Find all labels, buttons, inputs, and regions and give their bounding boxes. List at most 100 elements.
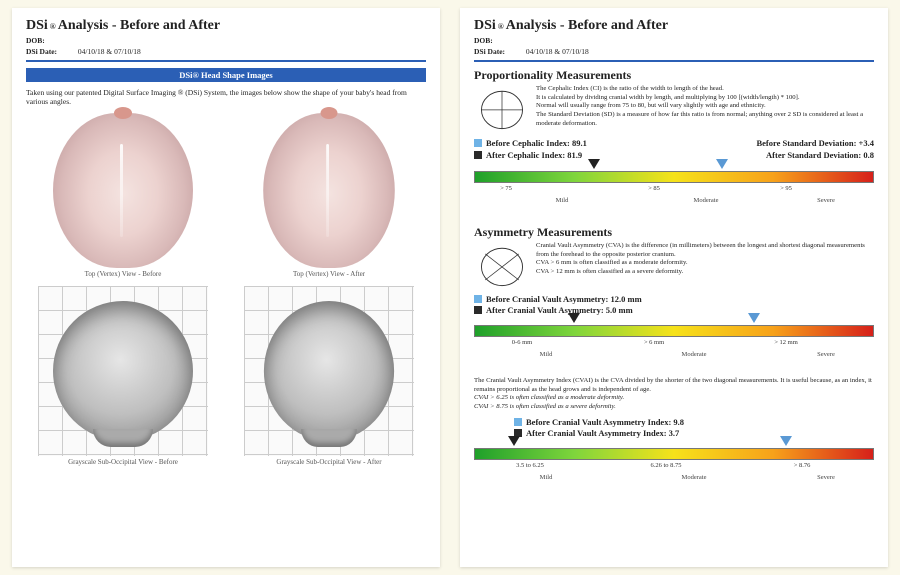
scale-zone-label: Mild	[540, 474, 553, 481]
section-band: DSi® Head Shape Images	[26, 68, 426, 82]
cvai-before: Before Cranial Vault Asymmetry Index: 9.…	[526, 417, 684, 427]
before-swatch-icon	[474, 295, 482, 303]
asym-desc3: CVA > 12 mm is often classified as a sev…	[536, 268, 874, 277]
before-swatch-icon	[474, 139, 482, 147]
scale-zone-label: Moderate	[682, 474, 707, 481]
title-row: DSi ® Analysis - Before and After	[26, 18, 426, 34]
scale-zone-label: Moderate	[682, 351, 707, 358]
meta-date: DSi Date: 04/10/18 & 07/10/18	[474, 47, 874, 56]
asym-after: After Cranial Vault Asymmetry: 5.0 mm	[486, 305, 633, 315]
date-value: 04/10/18 & 07/10/18	[526, 47, 589, 56]
after-arrow-icon	[588, 159, 600, 169]
asym-desc: Cranial Vault Asymmetry (CVA) is the dif…	[536, 242, 874, 290]
image-cell-tl: Top (Vertex) View - Before	[26, 113, 220, 278]
cvai-desc2: CVAI > 6.25 is often classified as a mod…	[474, 394, 874, 403]
occipital-after-icon	[264, 301, 394, 441]
scale-tick: 0-6 mm	[512, 339, 532, 346]
after-arrow-icon	[508, 436, 520, 446]
grid-bg	[244, 286, 414, 456]
gradient-bar	[474, 325, 874, 337]
meta-date: DSi Date: 04/10/18 & 07/10/18	[26, 47, 426, 56]
intro-text: Taken using our patented Digital Surface…	[26, 88, 426, 107]
title-row: DSi ® Analysis - Before and After	[474, 18, 874, 34]
prop-desc3: Normal will usually range from 75 to 80,…	[536, 102, 874, 111]
divider	[26, 60, 426, 62]
head-diag-diagram-icon	[474, 242, 530, 290]
vertex-before-icon	[53, 113, 193, 268]
asym-desc-block: Cranial Vault Asymmetry (CVA) is the dif…	[474, 242, 874, 290]
title-sup: ®	[498, 22, 504, 31]
scale-tick: 6.26 to 8.75	[650, 462, 681, 469]
caption-tr: Top (Vertex) View - After	[232, 270, 426, 278]
after-arrow-icon	[568, 313, 580, 323]
prop-desc-block: The Cephalic Index (CI) is the ratio of …	[474, 85, 874, 133]
scale-zone-label: Mild	[540, 351, 553, 358]
page-right: DSi ® Analysis - Before and After DOB: D…	[460, 8, 888, 567]
after-sd: After Standard Deviation: 0.8	[766, 150, 874, 160]
image-cell-tr: Top (Vertex) View - After	[232, 113, 426, 278]
scale-tick: 3.5 to 6.25	[516, 462, 544, 469]
before-arrow-icon	[748, 313, 760, 323]
cvai-before-row: Before Cranial Vault Asymmetry Index: 9.…	[514, 417, 874, 427]
occipital-before-icon	[53, 301, 193, 441]
caption-tl: Top (Vertex) View - Before	[26, 270, 220, 278]
prop-desc: The Cephalic Index (CI) is the ratio of …	[536, 85, 874, 133]
asymmetry-heading: Asymmetry Measurements	[474, 225, 874, 240]
before-ci: Before Cephalic Index: 89.1	[486, 138, 587, 148]
caption-bl: Grayscale Sub-Occipital View - Before	[26, 458, 220, 466]
cvai-scale: 3.5 to 6.256.26 to 8.75> 8.76MildModerat…	[474, 448, 874, 460]
scale-tick: > 95	[780, 185, 792, 192]
asym-after-row: After Cranial Vault Asymmetry: 5.0 mm	[474, 305, 874, 315]
cvai-after: After Cranial Vault Asymmetry Index: 3.7	[526, 428, 679, 438]
scale-zone-label: Severe	[817, 197, 835, 204]
prop-desc2: It is calculated by dividing cranial wid…	[536, 94, 874, 103]
title-prefix: DSi	[474, 18, 496, 34]
vertex-after-icon	[263, 113, 395, 268]
scale-zone-label: Severe	[817, 351, 835, 358]
before-arrow-icon	[780, 436, 792, 446]
asym-before: Before Cranial Vault Asymmetry: 12.0 mm	[486, 294, 642, 304]
asym-desc1: Cranial Vault Asymmetry (CVA) is the dif…	[536, 242, 874, 259]
cvai-after-row: After Cranial Vault Asymmetry Index: 3.7	[514, 428, 874, 438]
cvai-desc1: The Cranial Vault Asymmetry Index (CVAI)…	[474, 377, 874, 394]
before-sd: Before Standard Deviation: +3.4	[756, 138, 874, 148]
caption-br: Grayscale Sub-Occipital View - After	[232, 458, 426, 466]
prop-after-row: After Cephalic Index: 81.9 After Standar…	[474, 149, 874, 161]
scale-zone-label: Moderate	[694, 197, 719, 204]
page-left: DSi ® Analysis - Before and After DOB: D…	[12, 8, 440, 567]
scale-tick: > 8.76	[794, 462, 811, 469]
cvai-desc: The Cranial Vault Asymmetry Index (CVAI)…	[474, 377, 874, 412]
before-arrow-icon	[716, 159, 728, 169]
image-cell-bl: Grayscale Sub-Occipital View - Before	[26, 286, 220, 466]
image-cell-br: Grayscale Sub-Occipital View - After	[232, 286, 426, 466]
asym-scale: 0-6 mm> 6 mm> 12 mmMildModerateSevere	[474, 325, 874, 337]
title-prefix: DSi	[26, 18, 48, 34]
grid-bg	[38, 286, 208, 456]
scale-zone-label: Mild	[556, 197, 569, 204]
date-value: 04/10/18 & 07/10/18	[78, 47, 141, 56]
head-top-diagram-icon	[474, 85, 530, 133]
scale-tick: > 6 mm	[644, 339, 664, 346]
asym-desc2: CVA > 6 mm is often classified as a mode…	[536, 259, 874, 268]
meta-dob: DOB:	[26, 36, 426, 45]
gradient-bar	[474, 171, 874, 183]
prop-before-row: Before Cephalic Index: 89.1 Before Stand…	[474, 137, 874, 149]
prop-desc1: The Cephalic Index (CI) is the ratio of …	[536, 85, 874, 94]
title-sup: ®	[50, 22, 56, 31]
proportionality-heading: Proportionality Measurements	[474, 68, 874, 83]
before-swatch-icon	[514, 418, 522, 426]
scale-tick: > 12 mm	[774, 339, 798, 346]
gradient-bar	[474, 448, 874, 460]
after-swatch-icon	[474, 306, 482, 314]
scale-tick: > 75	[500, 185, 512, 192]
asym-before-row: Before Cranial Vault Asymmetry: 12.0 mm	[474, 294, 874, 304]
after-ci: After Cephalic Index: 81.9	[486, 150, 582, 160]
scale-tick: > 85	[648, 185, 660, 192]
image-grid: Top (Vertex) View - Before Top (Vertex) …	[26, 113, 426, 466]
prop-scale: > 75> 85> 95MildModerateSevere	[474, 171, 874, 183]
prop-desc4: The Standard Deviation (SD) is a measure…	[536, 111, 874, 128]
after-swatch-icon	[474, 151, 482, 159]
divider	[474, 60, 874, 62]
dob-label: DOB:	[474, 36, 524, 45]
dob-label: DOB:	[26, 36, 76, 45]
